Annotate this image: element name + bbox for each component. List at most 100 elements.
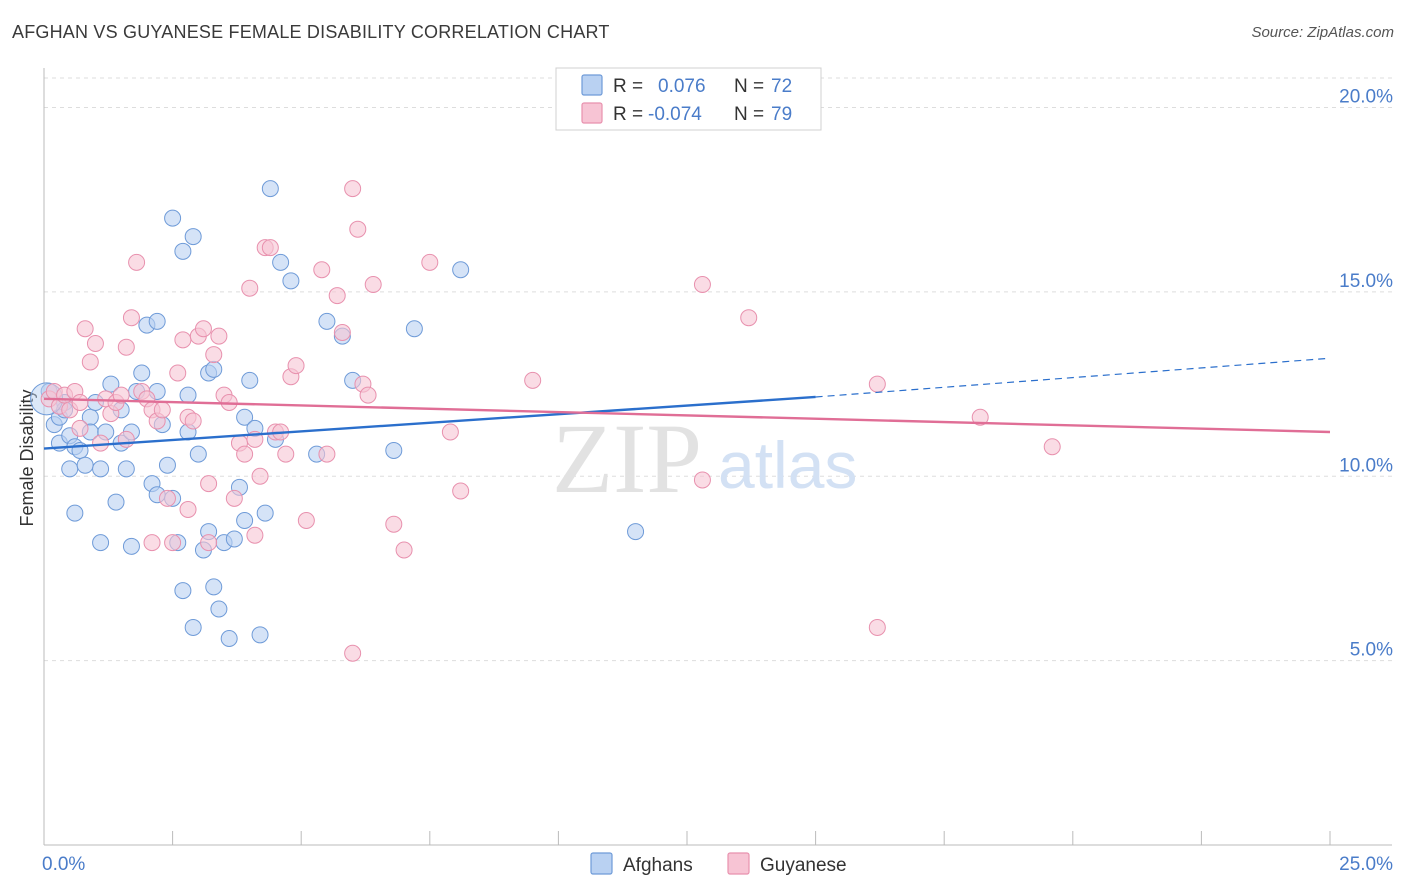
afghans-point <box>61 460 79 478</box>
source-credit: Source: ZipAtlas.com <box>1251 24 1394 41</box>
guyanese-point <box>81 353 99 371</box>
afghans-point <box>627 523 645 541</box>
guyanese-point <box>693 471 711 489</box>
afghans-point <box>210 600 228 618</box>
guyanese-point <box>184 412 202 430</box>
guyanese-point <box>344 644 362 662</box>
afghans-point <box>261 180 279 198</box>
afghans-point <box>225 530 243 548</box>
afghans-point <box>452 261 470 279</box>
guyanese-point <box>122 309 140 327</box>
afghans-point <box>318 312 336 330</box>
y-tick-label: 5.0% <box>1350 640 1393 661</box>
guyanese-point <box>117 430 135 448</box>
x-tick-label: 25.0% <box>1339 854 1393 875</box>
y-tick-label: 15.0% <box>1339 271 1393 292</box>
y-tick-label: 20.0% <box>1339 87 1393 108</box>
afghans-trend-line <box>43 395 816 450</box>
stats-legend: R = 0.076 N = 72 R = -0.074 N = 79 <box>555 67 822 131</box>
guyanese-point <box>153 401 171 419</box>
guyanese-point <box>169 364 187 382</box>
guyanese-point <box>359 386 377 404</box>
guyanese-point <box>313 261 331 279</box>
guyanese-point <box>164 534 182 552</box>
guyanese-point <box>971 408 989 426</box>
guyanese-point <box>297 512 315 529</box>
guyanese-point <box>205 346 223 364</box>
stats-swatch-afghans <box>581 74 603 96</box>
watermark-zip: ZIP <box>552 403 702 514</box>
guyanese-point <box>333 323 351 341</box>
afghans-point <box>236 408 254 426</box>
afghans-point <box>179 386 197 404</box>
guyanese-point <box>71 419 89 437</box>
y-tick-labels: 5.0% 10.0% 15.0% 20.0% <box>1339 87 1393 661</box>
guyanese-point <box>76 320 94 338</box>
guyanese-point <box>441 423 459 441</box>
guyanese-point <box>210 327 228 345</box>
guyanese-point <box>200 475 218 493</box>
afghans-point <box>117 460 135 478</box>
legend-label-guyanese: Guyanese <box>760 855 847 876</box>
stats-n-value: 72 <box>771 76 792 97</box>
afghans-point <box>205 360 223 378</box>
chart-title: AFGHAN VS GUYANESE FEMALE DISABILITY COR… <box>12 22 610 42</box>
guyanese-point <box>225 489 243 507</box>
legend-swatch-afghans <box>590 852 613 875</box>
guyanese-point <box>328 287 346 305</box>
afghans-point <box>282 272 300 290</box>
guyanese-point <box>236 445 254 463</box>
afghans-point <box>66 504 84 522</box>
y-axis-title: Female Disability <box>17 389 37 526</box>
afghans-point <box>148 312 166 330</box>
legend-swatch-guyanese <box>727 852 750 875</box>
guyanese-point <box>318 445 336 463</box>
guyanese-point <box>71 394 89 411</box>
guyanese-point <box>1043 438 1061 456</box>
stats-r-value: 0.076 <box>658 76 706 97</box>
watermark: ZIP atlas <box>552 403 857 514</box>
afghans-point <box>236 512 254 529</box>
afghans-point <box>107 493 125 511</box>
guyanese-point <box>524 371 542 389</box>
guyanese-point <box>349 220 367 238</box>
guyanese-point <box>86 335 104 352</box>
afghans-point <box>76 456 94 474</box>
guyanese-point <box>128 253 146 271</box>
y-tick-label: 10.0% <box>1339 455 1393 476</box>
afghans-trend-extension <box>815 357 1331 398</box>
afghans-point <box>189 445 207 463</box>
stats-swatch-guyanese <box>581 102 603 124</box>
guyanese-point <box>395 541 413 559</box>
guyanese-point <box>143 534 161 552</box>
afghans-point <box>184 618 202 636</box>
afghans-point <box>92 460 110 478</box>
stats-r-label: R = <box>613 104 643 125</box>
afghans-point <box>251 626 269 644</box>
afghans-point <box>158 456 176 474</box>
afghans-point <box>174 582 192 600</box>
guyanese-point <box>117 338 135 356</box>
guyanese-point <box>92 434 110 452</box>
afghans-point <box>133 364 151 382</box>
afghans-point <box>184 228 202 246</box>
afghans-point <box>256 504 274 522</box>
guyanese-trend-line <box>43 397 1331 434</box>
guyanese-point <box>452 482 470 500</box>
stats-r-label: R = <box>613 76 643 97</box>
series-legend: Afghans Guyanese <box>590 852 847 876</box>
guyanese-point <box>200 534 218 552</box>
guyanese-point <box>421 253 439 271</box>
guyanese-point <box>194 320 212 338</box>
guyanese-point <box>364 276 382 293</box>
x-ticks <box>43 831 1331 845</box>
guyanese-point <box>261 239 279 257</box>
afghans-point <box>174 242 192 260</box>
legend-label-afghans: Afghans <box>623 855 693 876</box>
guyanese-point <box>246 526 264 544</box>
stats-n-label: N = <box>734 104 764 125</box>
stats-n-value: 79 <box>771 104 792 125</box>
axes <box>43 68 1392 846</box>
guyanese-point <box>868 375 886 393</box>
